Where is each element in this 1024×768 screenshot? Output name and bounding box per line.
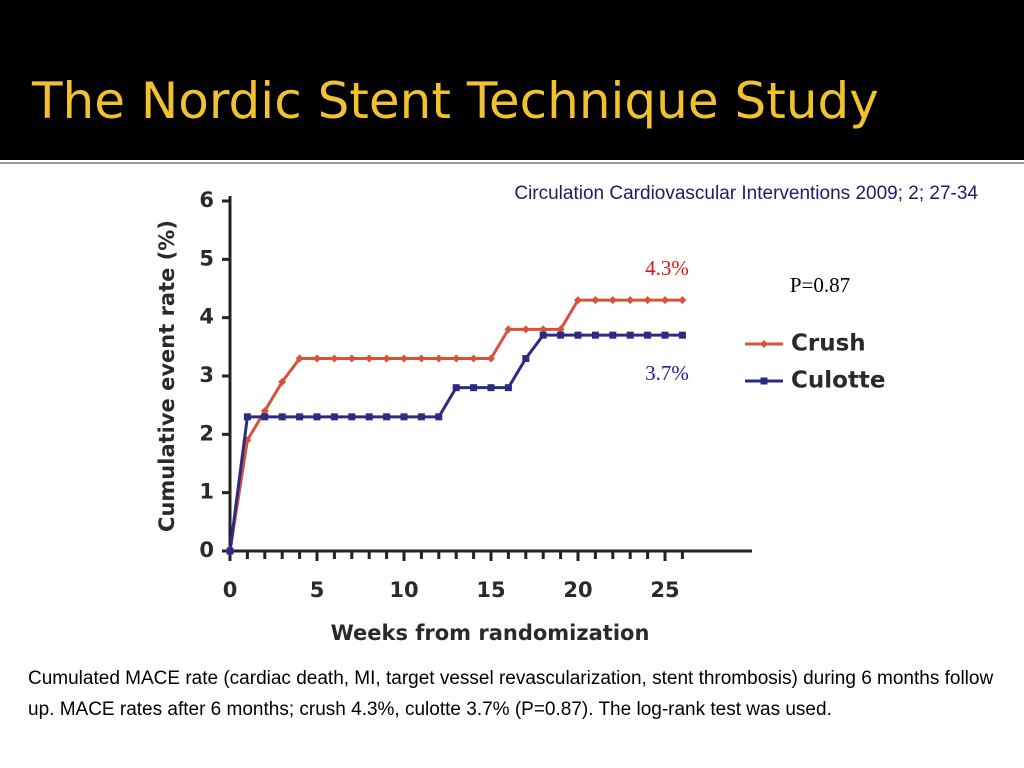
marker [434,354,443,363]
marker [260,407,269,415]
marker [521,325,530,334]
marker [504,384,512,392]
legend-marker [760,377,768,385]
y-tick-label: 3 [199,363,214,387]
marker [487,354,495,363]
marker [417,413,425,421]
marker [452,354,461,363]
annotation: P=0.87 [790,273,850,297]
marker [661,296,669,305]
annotation: 4.3% [645,256,689,280]
marker [347,354,356,363]
marker [470,384,478,392]
x-tick-label: 0 [223,578,238,602]
marker [557,331,565,339]
marker [435,413,443,421]
marker [278,377,287,386]
marker [574,331,582,339]
marker [278,413,286,421]
y-tick-label: 0 [199,538,214,562]
header: The Nordic Stent Technique Study [0,0,1024,160]
legend-label: Crush [791,331,866,357]
marker [487,384,495,392]
marker [365,354,374,363]
series-line [228,333,683,552]
marker [504,325,513,334]
y-tick-label: 1 [199,480,214,504]
citation: Circulation Cardiovascular Interventions… [514,183,978,204]
marker [261,413,269,421]
marker [296,413,304,421]
marker [626,331,634,339]
divider [0,162,1024,164]
marker [365,413,373,421]
x-tick-label: 25 [650,578,679,602]
marker [643,296,652,305]
y-tick-label: 4 [199,305,214,329]
marker [226,547,234,555]
y-tick-label: 5 [199,246,214,270]
marker [522,355,530,362]
x-tick-label: 10 [389,578,418,602]
marker [243,413,251,421]
marker [400,354,408,363]
marker [469,354,478,363]
marker [556,325,565,334]
y-tick-label: 6 [199,188,214,212]
x-tick-label: 20 [563,578,592,602]
marker [608,296,617,305]
legend-marker [760,340,768,348]
marker [313,413,321,421]
legend-label: Culotte [791,368,886,394]
marker [383,413,391,421]
slide-title: The Nordic Stent Technique Study [32,72,879,130]
annotation: 3.7% [645,361,689,385]
marker [348,413,356,421]
marker [330,354,339,363]
y-axis-label: Cumulative event rate (%) [155,220,179,532]
marker [400,413,408,421]
caption: Cumulated MACE rate (cardiac death, MI, … [28,668,994,720]
marker [417,354,426,363]
y-tick-label: 2 [199,421,214,445]
marker [313,354,321,363]
marker [539,325,548,334]
marker [591,296,600,305]
x-axis-label: Weeks from randomization [331,621,650,645]
marker [609,331,617,339]
x-tick-label: 5 [310,578,325,602]
marker [539,331,547,339]
marker [644,331,652,339]
marker [452,384,460,392]
marker [626,296,635,305]
marker [330,413,338,421]
marker [382,354,391,363]
marker [574,296,582,305]
marker [678,331,686,339]
x-tick-label: 15 [476,578,505,602]
marker [591,331,599,339]
marker [295,354,304,363]
marker [678,296,687,305]
marker [661,331,669,339]
